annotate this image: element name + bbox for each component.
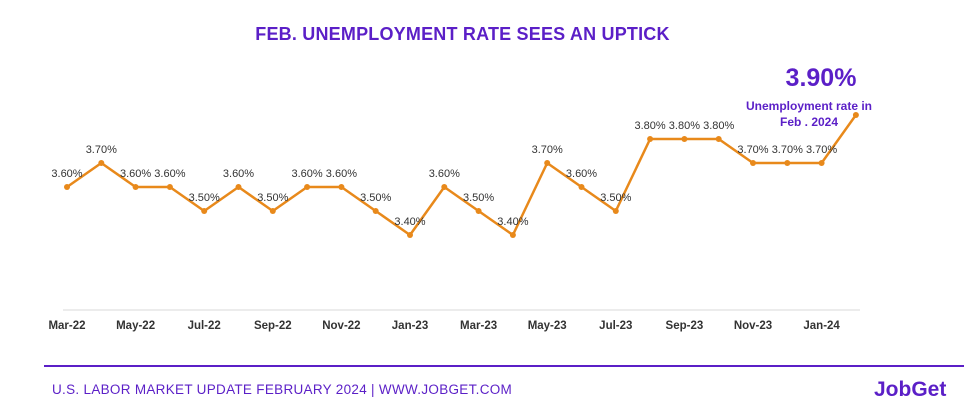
data-point (681, 136, 688, 142)
data-point (715, 136, 722, 142)
data-label: 3.40% (394, 216, 425, 228)
data-point (750, 160, 756, 166)
data-point (64, 184, 70, 190)
data-label: 3.70% (737, 144, 768, 156)
data-label: 3.80% (669, 120, 700, 132)
data-point (132, 184, 139, 190)
x-tick-label: Jan-23 (392, 320, 428, 332)
data-point (235, 184, 242, 190)
data-point (612, 208, 619, 214)
data-label: 3.60% (154, 168, 185, 180)
data-point (407, 232, 413, 238)
data-label: 3.60% (223, 168, 254, 180)
series-line (66, 114, 857, 237)
data-label: 3.60% (429, 168, 460, 180)
data-label: 3.60% (566, 168, 597, 180)
data-label: 3.50% (463, 192, 494, 204)
data-label: 3.60% (326, 168, 357, 180)
x-tick-label: Jan-24 (803, 320, 840, 332)
x-tick-label: Sep-23 (666, 320, 704, 332)
data-label: 3.80% (703, 120, 734, 132)
x-tick-label: Mar-23 (460, 320, 497, 332)
data-label: 3.50% (257, 192, 288, 204)
data-label: 3.60% (51, 168, 82, 180)
data-label: 3.70% (86, 144, 117, 156)
data-label: 3.70% (806, 144, 837, 156)
data-label: 3.60% (291, 168, 322, 180)
data-point (269, 208, 276, 214)
data-label: 3.70% (772, 144, 803, 156)
data-point (784, 160, 791, 166)
chart-title: FEB. UNEMPLOYMENT RATE SEES AN UPTICK (255, 24, 670, 44)
footer-text: U.S. LABOR MARKET UPDATE FEBRUARY 2024 |… (52, 382, 513, 397)
data-label: 3.50% (360, 192, 391, 204)
callout-value: 3.90% (785, 64, 857, 92)
data-point (475, 208, 482, 214)
data-point (544, 160, 551, 166)
data-label: 3.50% (189, 192, 220, 204)
data-point (441, 184, 448, 190)
x-tick-label: May-23 (528, 320, 567, 332)
x-tick-label: Jul-23 (599, 320, 632, 332)
data-point (647, 136, 654, 142)
data-label: 3.40% (497, 216, 528, 228)
callout-text: Unemployment rate in Feb . 2024 (745, 99, 873, 129)
x-tick-label: Jul-22 (188, 320, 221, 332)
data-label: 3.80% (634, 120, 665, 132)
data-point (509, 232, 516, 238)
data-label: 3.50% (600, 192, 631, 204)
x-tick-label: Nov-22 (322, 320, 360, 332)
data-point (304, 184, 311, 190)
x-tick-label: Nov-23 (734, 320, 772, 332)
data-label: 3.60% (120, 168, 151, 180)
data-label: 3.70% (532, 144, 563, 156)
data-point (166, 184, 173, 190)
x-tick-label: Mar-22 (48, 320, 85, 332)
data-point (338, 184, 345, 190)
brand-logo: JobGet (874, 378, 947, 401)
x-tick-label: May-22 (116, 320, 155, 332)
data-point (578, 184, 585, 190)
data-point (818, 160, 825, 166)
data-point (201, 208, 208, 214)
footer-divider (44, 365, 964, 367)
data-point (98, 160, 105, 166)
data-point (852, 112, 859, 118)
data-point (372, 208, 379, 214)
x-tick-label: Sep-22 (254, 320, 292, 332)
